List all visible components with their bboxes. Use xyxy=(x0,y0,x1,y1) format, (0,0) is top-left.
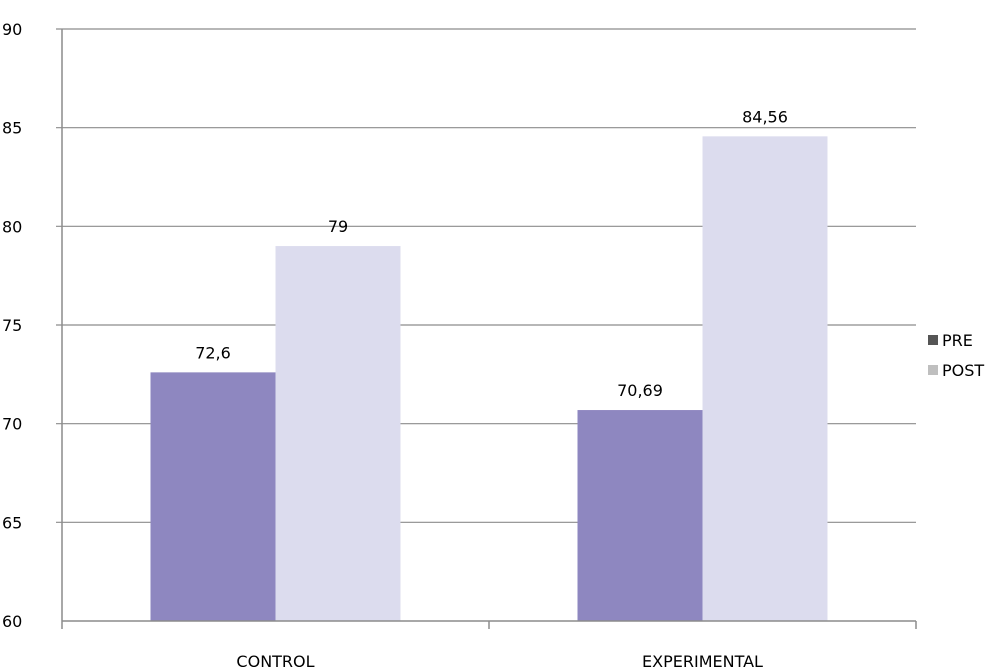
legend: PRE POST xyxy=(928,331,984,380)
data-label: 72,6 xyxy=(195,343,231,362)
bar-pre xyxy=(150,372,276,621)
legend-label-pre: PRE xyxy=(942,331,973,350)
bars xyxy=(150,136,828,622)
x-tick-label: CONTROL xyxy=(236,652,314,670)
y-tick-label: 65 xyxy=(2,513,22,532)
y-tick-label: 60 xyxy=(2,612,22,631)
y-tick-label: 80 xyxy=(2,217,22,236)
y-tick-label: 90 xyxy=(2,20,22,39)
x-tick-label: EXPERIMENTAL xyxy=(642,652,763,670)
legend-swatch-post xyxy=(928,365,938,375)
data-label: 70,69 xyxy=(617,381,663,400)
bar-post xyxy=(702,136,828,621)
axes: 60 65 70 75 80 85 90 CONTROL EXPERIMENTAL xyxy=(2,20,917,670)
bar-post xyxy=(275,246,401,622)
legend-swatch-pre xyxy=(928,335,938,345)
y-tick-label: 75 xyxy=(2,316,22,335)
data-label: 79 xyxy=(328,217,348,236)
data-labels: 72,6 79 70,69 84,56 xyxy=(195,107,788,400)
y-tick-label: 70 xyxy=(2,415,22,434)
legend-label-post: POST xyxy=(942,361,984,380)
data-label: 84,56 xyxy=(742,107,788,126)
bar-pre xyxy=(577,410,703,621)
y-tick-label: 85 xyxy=(2,119,22,138)
